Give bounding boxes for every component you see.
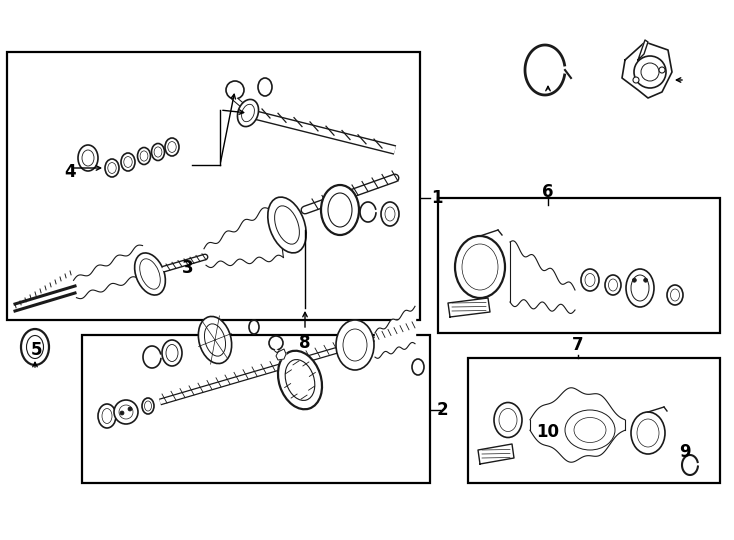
Text: 8: 8 [299,334,310,352]
Polygon shape [276,349,286,360]
Ellipse shape [381,202,399,226]
Text: 9: 9 [679,443,691,461]
Ellipse shape [494,402,522,437]
Ellipse shape [142,398,154,414]
Ellipse shape [667,285,683,305]
Bar [438,198,720,333]
Ellipse shape [581,269,599,291]
Circle shape [633,77,639,83]
Ellipse shape [98,404,116,428]
Ellipse shape [105,159,119,177]
Polygon shape [638,40,648,60]
Text: 5: 5 [30,341,42,359]
Text: 7: 7 [573,336,584,354]
Circle shape [120,411,124,415]
Ellipse shape [455,236,505,298]
Ellipse shape [258,78,272,96]
Circle shape [634,56,666,88]
Ellipse shape [321,185,359,235]
Ellipse shape [462,244,498,290]
Text: 3: 3 [182,259,194,277]
Bar [82,335,430,483]
Ellipse shape [336,320,374,370]
Text: 4: 4 [64,163,76,181]
Polygon shape [478,444,514,464]
Ellipse shape [198,316,232,363]
Ellipse shape [605,275,621,295]
Polygon shape [240,102,254,118]
Ellipse shape [165,138,179,156]
Circle shape [659,67,665,73]
Bar [7,52,420,320]
Ellipse shape [21,329,49,365]
Text: 2: 2 [436,401,448,419]
Ellipse shape [151,144,164,160]
Circle shape [128,407,132,411]
Ellipse shape [121,153,135,171]
Text: 1: 1 [432,189,443,207]
Ellipse shape [134,253,165,295]
Ellipse shape [137,147,150,165]
Ellipse shape [238,99,258,126]
Polygon shape [622,42,672,98]
Circle shape [644,278,647,282]
Ellipse shape [78,145,98,171]
Circle shape [633,278,636,282]
Circle shape [114,400,138,424]
Circle shape [226,81,244,99]
Polygon shape [448,298,490,317]
Text: 6: 6 [542,183,553,201]
Text: 10: 10 [537,423,559,441]
Ellipse shape [278,351,322,409]
Ellipse shape [626,269,654,307]
Ellipse shape [631,412,665,454]
Bar [468,358,720,483]
Ellipse shape [162,340,182,366]
Circle shape [269,336,283,350]
Ellipse shape [268,197,306,253]
